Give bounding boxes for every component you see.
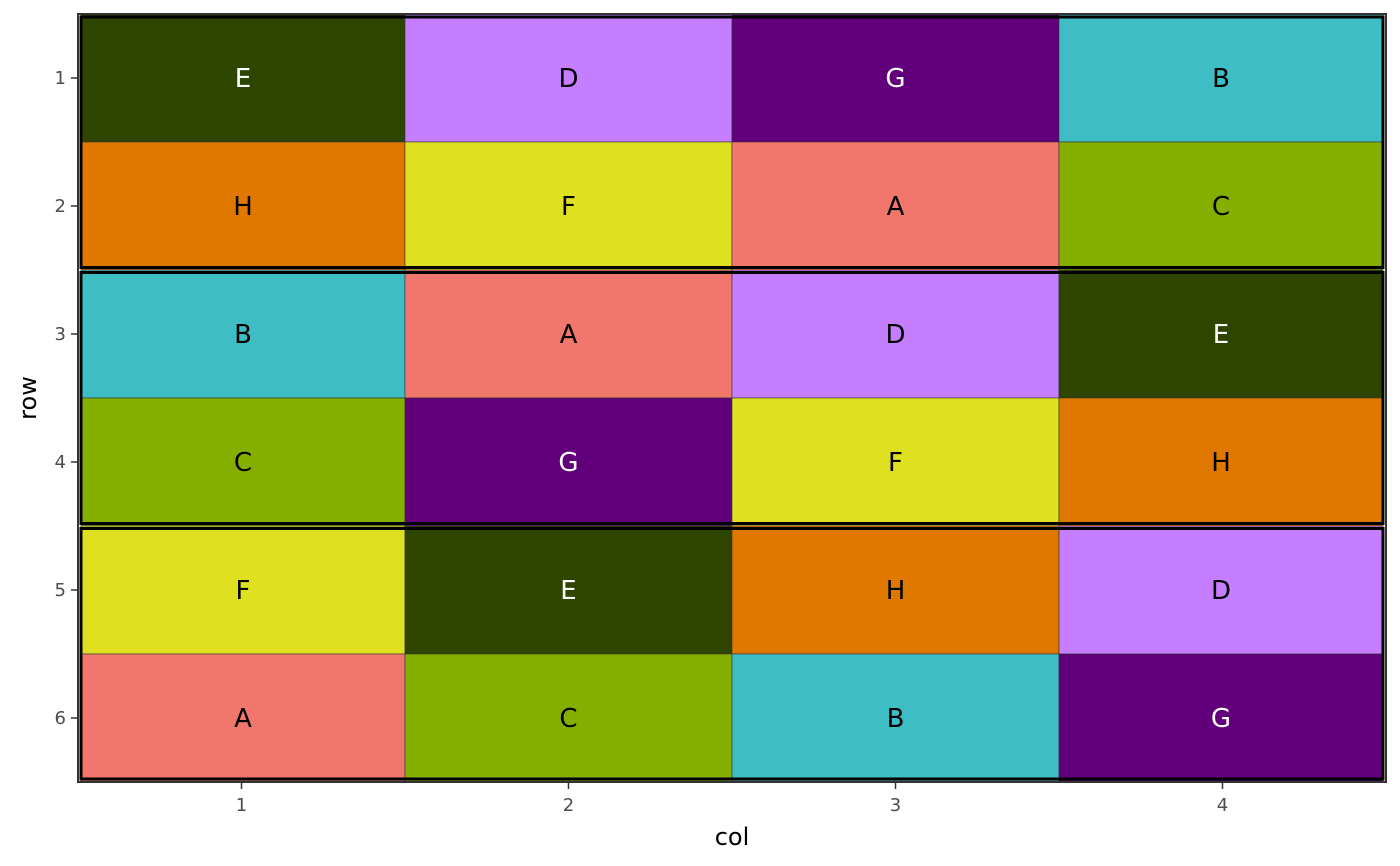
blocks-layer: [79, 15, 1385, 781]
block-outline-3: [79, 527, 1385, 781]
x-tick-label-1: 1: [236, 795, 247, 816]
cell-label-r3-c3: D: [885, 320, 905, 350]
cell-label-r2-c4: C: [1212, 192, 1230, 222]
cell-r6-c4: [1058, 653, 1384, 783]
cell-r5-c4: [1058, 525, 1384, 655]
cell-label-r3-c1: B: [234, 320, 252, 350]
y-tick-label-5: 5: [55, 580, 66, 601]
cell-r2-c4: [1058, 141, 1384, 271]
cell-label-r6-c4: G: [1211, 704, 1231, 734]
cell-r3-c1: [80, 269, 406, 399]
cell-label-r5-c4: D: [1211, 576, 1231, 606]
cell-label-r4-c1: C: [234, 448, 252, 478]
cell-label-r4-c4: H: [1211, 448, 1231, 478]
cell-r5-c2: [404, 525, 733, 655]
cell-r4-c4: [1058, 397, 1384, 527]
cell-label-r5-c2: E: [560, 576, 576, 606]
cell-label-r5-c3: H: [886, 576, 906, 606]
cell-label-r1-c1: E: [235, 64, 251, 94]
y-tick-label-3: 3: [55, 324, 66, 345]
cell-r5-c3: [731, 525, 1060, 655]
x-axis: 1 2 3 4: [236, 782, 1228, 816]
y-axis: 1 2 3 4 5 6: [55, 68, 78, 729]
cell-r1-c1: [80, 13, 406, 143]
cell-label-r2-c3: A: [887, 192, 905, 222]
cell-r1-c3: [731, 13, 1060, 143]
cell-label-r3-c4: E: [1213, 320, 1229, 350]
x-tick-label-2: 2: [563, 795, 574, 816]
panel-border: [77, 13, 1387, 783]
cell-r2-c2: [404, 141, 733, 271]
x-tick-label-3: 3: [890, 795, 901, 816]
cell-r3-c2: [404, 269, 733, 399]
cell-r5-c1: [80, 525, 406, 655]
cell-label-r5-c1: F: [236, 576, 251, 606]
cell-r6-c3: [731, 653, 1060, 783]
cell-label-r1-c2: D: [558, 64, 578, 94]
cell-r3-c4: [1058, 269, 1384, 399]
cell-label-r3-c2: A: [560, 320, 578, 350]
cell-r2-c3: [731, 141, 1060, 271]
cell-label-r6-c2: C: [559, 704, 577, 734]
y-tick-label-4: 4: [55, 452, 66, 473]
x-axis-title: col: [715, 823, 750, 851]
cell-label-r1-c4: B: [1212, 64, 1230, 94]
y-tick-label-6: 6: [55, 708, 66, 729]
cell-r6-c1: [80, 653, 406, 783]
y-tick-label-1: 1: [55, 68, 66, 89]
cell-r6-c2: [404, 653, 733, 783]
cells-layer: E D G B H F A C B A D E C G F H F E H D A C B G: [80, 13, 1384, 783]
block-outline-2: [79, 271, 1385, 525]
cell-label-r4-c2: G: [558, 448, 578, 478]
cell-label-r6-c3: B: [887, 704, 905, 734]
y-tick-label-2: 2: [55, 196, 66, 217]
cell-label-r2-c1: H: [233, 192, 253, 222]
cell-label-r1-c3: G: [885, 64, 905, 94]
y-axis-title: row: [14, 376, 42, 420]
cell-label-r2-c2: F: [561, 192, 576, 222]
block-outline-1: [79, 15, 1385, 269]
cell-r4-c1: [80, 397, 406, 527]
cell-r4-c3: [731, 397, 1060, 527]
cell-r4-c2: [404, 397, 733, 527]
cell-label-r6-c1: A: [234, 704, 252, 734]
x-tick-label-4: 4: [1217, 795, 1228, 816]
cell-r1-c4: [1058, 13, 1384, 143]
cell-label-r4-c3: F: [888, 448, 903, 478]
